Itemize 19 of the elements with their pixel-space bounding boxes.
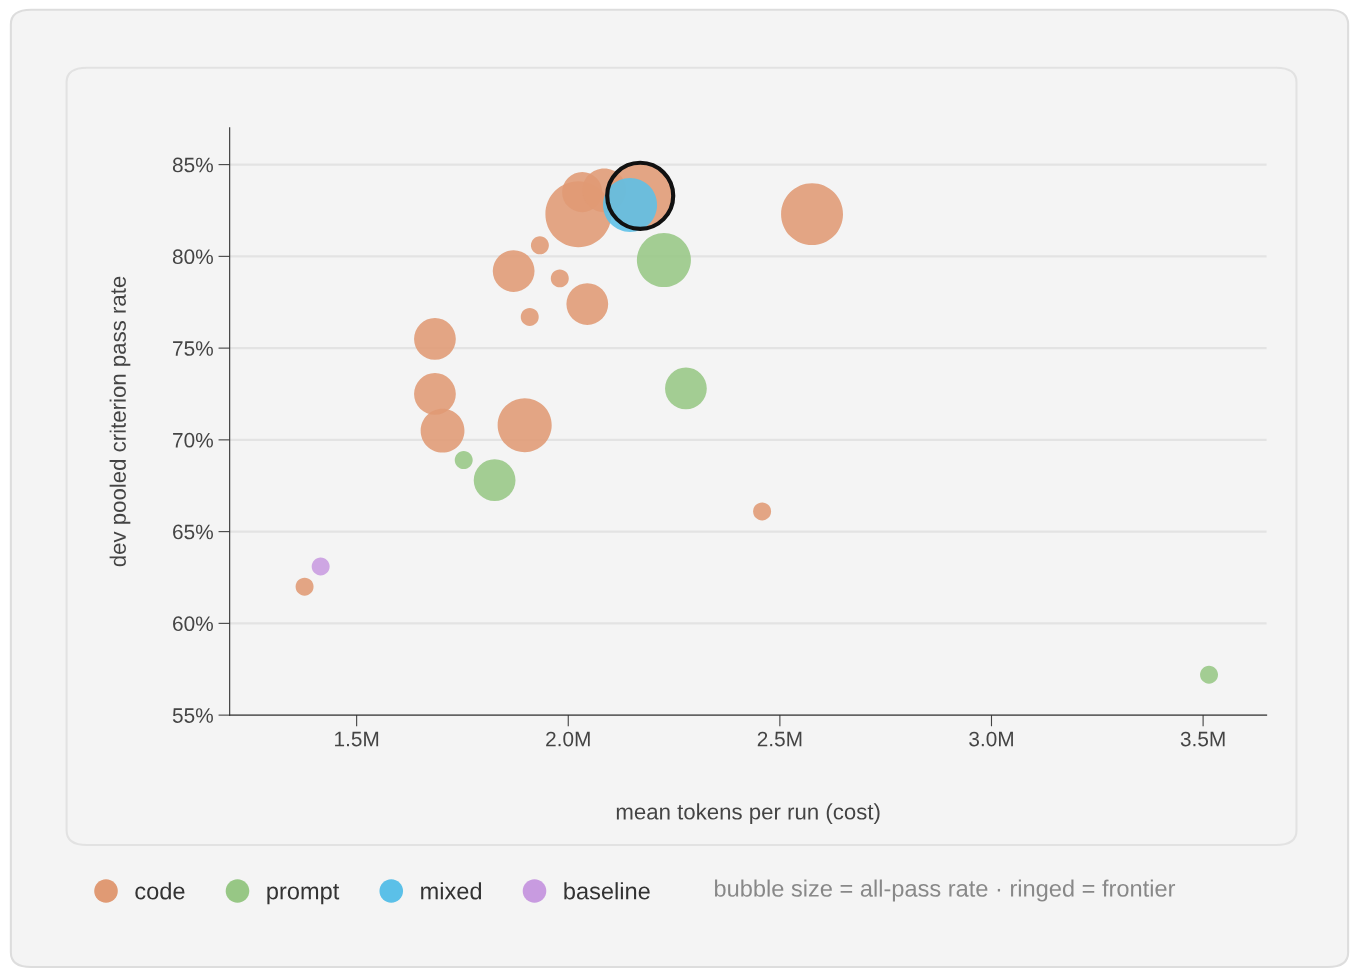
- x-tick-label: 3.0M: [969, 731, 1013, 747]
- x-tick-label: 2.0M: [546, 731, 590, 747]
- y-tick-label: 75%: [173, 341, 213, 356]
- legend-label: code: [135, 882, 185, 900]
- y-tick-label: 60%: [173, 616, 213, 632]
- x-tick-label: 3.5M: [1180, 731, 1225, 747]
- y-tick-label: 70%: [173, 432, 213, 448]
- y-tick-label: 85%: [172, 157, 213, 173]
- text: bubble size = all-pass rate · ringed = frontier: [715, 879, 1176, 902]
- x-tick-label: 2.5M: [757, 731, 802, 747]
- y-tick-label: 80%: [172, 249, 213, 265]
- y-tick-label: 65%: [173, 524, 213, 540]
- legend-label: baseline: [564, 882, 650, 900]
- legend-label: prompt: [267, 883, 340, 905]
- legend-label: mixed: [421, 882, 482, 900]
- y-axis-title: dev pooled criterion pass rate: [109, 276, 131, 567]
- x-axis-title: mean tokens per run (cost): [616, 803, 880, 825]
- x-tick-label: 1.5M: [335, 731, 379, 747]
- y-tick-label: 55%: [172, 708, 213, 723]
